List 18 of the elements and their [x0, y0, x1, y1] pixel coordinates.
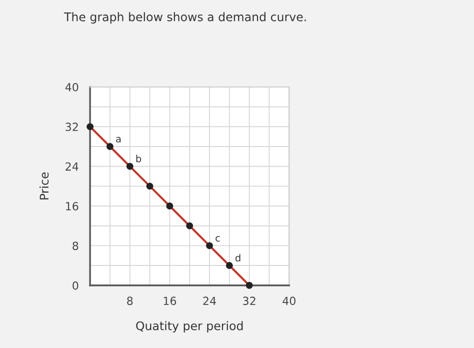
annotation: a — [116, 136, 121, 142]
y-tick-label: 16 — [66, 202, 78, 210]
x-axis-title: Quatity per period — [136, 321, 243, 333]
x-tick-label: 40 — [282, 296, 296, 306]
y-axis-title: Price — [39, 172, 49, 200]
x-tick-label: 32 — [243, 296, 256, 306]
x-tick-label: 8 — [127, 296, 133, 306]
y-tick-label: 40 — [65, 82, 78, 92]
y-tick-label: 24 — [66, 162, 78, 171]
chart-title: The graph below shows a demand curve. — [64, 12, 306, 24]
y-tick-label: 8 — [72, 242, 78, 250]
x-tick-label: 24 — [203, 296, 216, 305]
y-tick-label: 32 — [66, 122, 78, 132]
x-tick-label: 16 — [164, 296, 176, 306]
y-tick-label: 0 — [72, 281, 78, 290]
annotation: b — [136, 154, 142, 162]
annotation: c — [216, 236, 220, 242]
annotation: d — [236, 254, 240, 262]
